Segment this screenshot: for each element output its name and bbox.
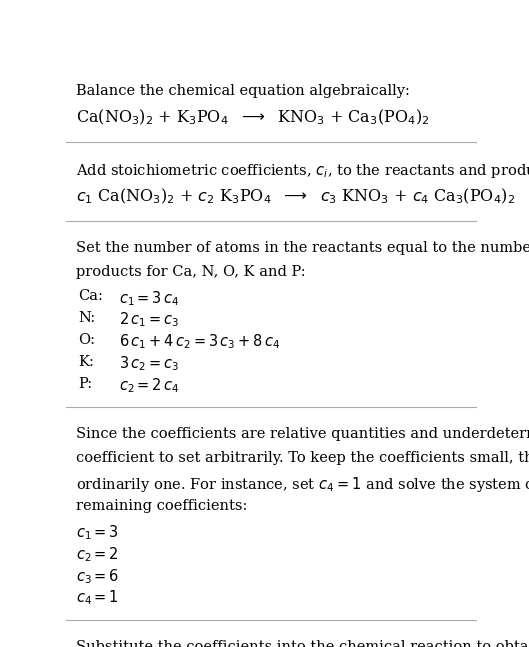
- Text: $3\,c_2 = c_3$: $3\,c_2 = c_3$: [120, 355, 180, 373]
- Text: ordinarily one. For instance, set $c_4 = 1$ and solve the system of equations fo: ordinarily one. For instance, set $c_4 =…: [76, 475, 529, 494]
- Text: Add stoichiometric coefficients, $c_i$, to the reactants and products:: Add stoichiometric coefficients, $c_i$, …: [76, 162, 529, 181]
- Text: Substitute the coefficients into the chemical reaction to obtain the balanced: Substitute the coefficients into the che…: [76, 640, 529, 647]
- Text: $c_2 = 2\,c_4$: $c_2 = 2\,c_4$: [120, 377, 180, 395]
- Text: remaining coefficients:: remaining coefficients:: [76, 499, 248, 513]
- Text: $c_1 = 3$: $c_1 = 3$: [76, 523, 120, 542]
- Text: Since the coefficients are relative quantities and underdetermined, choose a: Since the coefficients are relative quan…: [76, 428, 529, 441]
- Text: $6\,c_1 + 4\,c_2 = 3\,c_3 + 8\,c_4$: $6\,c_1 + 4\,c_2 = 3\,c_3 + 8\,c_4$: [120, 333, 281, 351]
- Text: Set the number of atoms in the reactants equal to the number of atoms in the: Set the number of atoms in the reactants…: [76, 241, 529, 255]
- Text: $c_4 = 1$: $c_4 = 1$: [76, 589, 119, 608]
- Text: P:: P:: [78, 377, 93, 391]
- Text: O:: O:: [78, 333, 95, 347]
- Text: coefficient to set arbitrarily. To keep the coefficients small, the arbitrary va: coefficient to set arbitrarily. To keep …: [76, 452, 529, 465]
- Text: N:: N:: [78, 311, 96, 325]
- Text: products for Ca, N, O, K and P:: products for Ca, N, O, K and P:: [76, 265, 306, 279]
- Text: $c_1$ Ca(NO$_3$)$_2$ + $c_2$ K$_3$PO$_4$  $\longrightarrow$  $c_3$ KNO$_3$ + $c_: $c_1$ Ca(NO$_3$)$_2$ + $c_2$ K$_3$PO$_4$…: [76, 186, 516, 206]
- Text: $2\,c_1 = c_3$: $2\,c_1 = c_3$: [120, 311, 180, 329]
- Text: Ca(NO$_3$)$_2$ + K$_3$PO$_4$  $\longrightarrow$  KNO$_3$ + Ca$_3$(PO$_4$)$_2$: Ca(NO$_3$)$_2$ + K$_3$PO$_4$ $\longright…: [76, 107, 430, 127]
- Text: $c_3 = 6$: $c_3 = 6$: [76, 567, 120, 586]
- Text: $c_2 = 2$: $c_2 = 2$: [76, 545, 119, 564]
- Text: Balance the chemical equation algebraically:: Balance the chemical equation algebraica…: [76, 83, 411, 98]
- Text: K:: K:: [78, 355, 94, 369]
- Text: $c_1 = 3\,c_4$: $c_1 = 3\,c_4$: [120, 289, 180, 307]
- Text: Ca:: Ca:: [78, 289, 103, 303]
